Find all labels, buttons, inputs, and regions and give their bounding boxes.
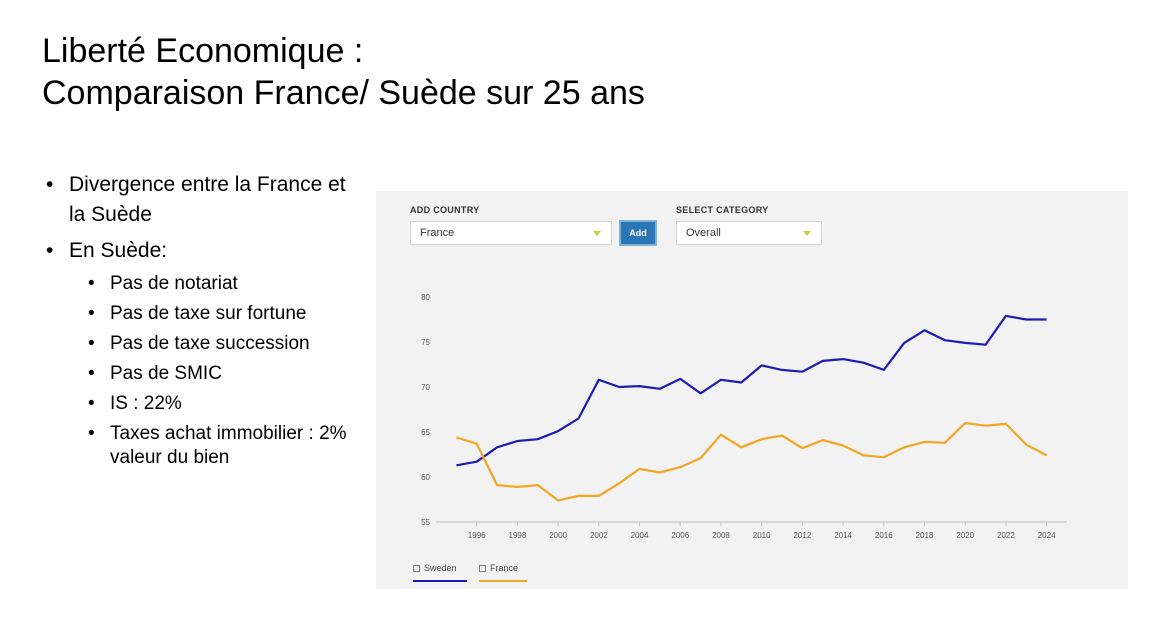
- chart-panel: ADD COUNTRY France Add SELECT CATEGORY O…: [376, 191, 1128, 589]
- x-tick-label: 2006: [671, 531, 689, 540]
- sub-bullet-smic: Pas de SMIC: [86, 362, 354, 386]
- x-tick-label: 1996: [468, 531, 486, 540]
- select-category-label: SELECT CATEGORY: [676, 205, 769, 215]
- x-tick-label: 2020: [956, 531, 974, 540]
- bullet-list: Divergence entre la France et la Suède E…: [44, 170, 354, 476]
- legend-checkbox-icon: [479, 565, 486, 572]
- legend-france[interactable]: France: [479, 563, 527, 582]
- x-tick-label: 2010: [753, 531, 771, 540]
- title-line-1: Liberté Economique :: [42, 32, 364, 70]
- y-tick-label: 65: [421, 428, 430, 437]
- sub-bullet-is: IS : 22%: [86, 392, 354, 416]
- add-button[interactable]: Add: [619, 220, 657, 246]
- country-select[interactable]: France: [410, 221, 612, 245]
- legend-sweden[interactable]: Sweden: [413, 563, 467, 582]
- legend-label-france: France: [490, 563, 519, 573]
- x-tick-label: 2008: [712, 531, 730, 540]
- x-tick-label: 2018: [916, 531, 934, 540]
- chevron-down-icon: [593, 231, 601, 236]
- chart-lines: [456, 314, 1048, 502]
- sub-bullet-list: Pas de notariat Pas de taxe sur fortune …: [44, 272, 354, 470]
- sub-bullet-immobilier: Taxes achat immobilier : 2% valeur du bi…: [86, 422, 354, 470]
- x-tick-label: 2016: [875, 531, 893, 540]
- category-select[interactable]: Overall: [676, 221, 822, 245]
- category-select-value: Overall: [686, 227, 721, 239]
- series-line-france: [456, 421, 1048, 502]
- legend-line-france: [479, 580, 527, 582]
- x-tick-label: 2000: [549, 531, 567, 540]
- bullet-en-suede: En Suède:: [44, 236, 354, 266]
- x-tick-label: 2012: [793, 531, 811, 540]
- slide-title: Liberté Economique : Comparaison France/…: [42, 30, 645, 114]
- y-tick-label: 80: [421, 293, 430, 302]
- sub-bullet-succession: Pas de taxe succession: [86, 332, 354, 356]
- legend-label-sweden: Sweden: [424, 563, 457, 573]
- title-line-2: Comparaison France/ Suède sur 25 ans: [42, 74, 645, 112]
- add-country-label: ADD COUNTRY: [410, 205, 480, 215]
- country-select-value: France: [420, 227, 455, 239]
- x-tick-label: 2024: [1038, 531, 1056, 540]
- y-tick-label: 60: [421, 473, 430, 482]
- y-tick-label: 55: [421, 518, 430, 527]
- chart-axes: 55 60 65 70 75 80 1996 1998 2000 2002 2004 2006 2008…: [421, 293, 1067, 540]
- series-line-sweden: [456, 314, 1047, 467]
- sub-bullet-fortune: Pas de taxe sur fortune: [86, 302, 354, 326]
- y-tick-label: 70: [421, 383, 430, 392]
- x-tick-label: 2004: [631, 531, 649, 540]
- line-chart: 55 60 65 70 75 80 1996 1998 2000 2002 2004 2006 2008…: [421, 293, 1067, 540]
- chevron-down-icon: [803, 231, 811, 236]
- x-tick-label: 2002: [590, 531, 608, 540]
- legend-checkbox-icon: [413, 565, 420, 572]
- x-tick-label: 2022: [997, 531, 1015, 540]
- legend-line-sweden: [413, 580, 467, 582]
- sub-bullet-notariat: Pas de notariat: [86, 272, 354, 296]
- y-tick-label: 75: [421, 338, 430, 347]
- bullet-divergence: Divergence entre la France et la Suède: [44, 170, 354, 230]
- x-tick-label: 2014: [834, 531, 852, 540]
- x-tick-label: 1998: [509, 531, 527, 540]
